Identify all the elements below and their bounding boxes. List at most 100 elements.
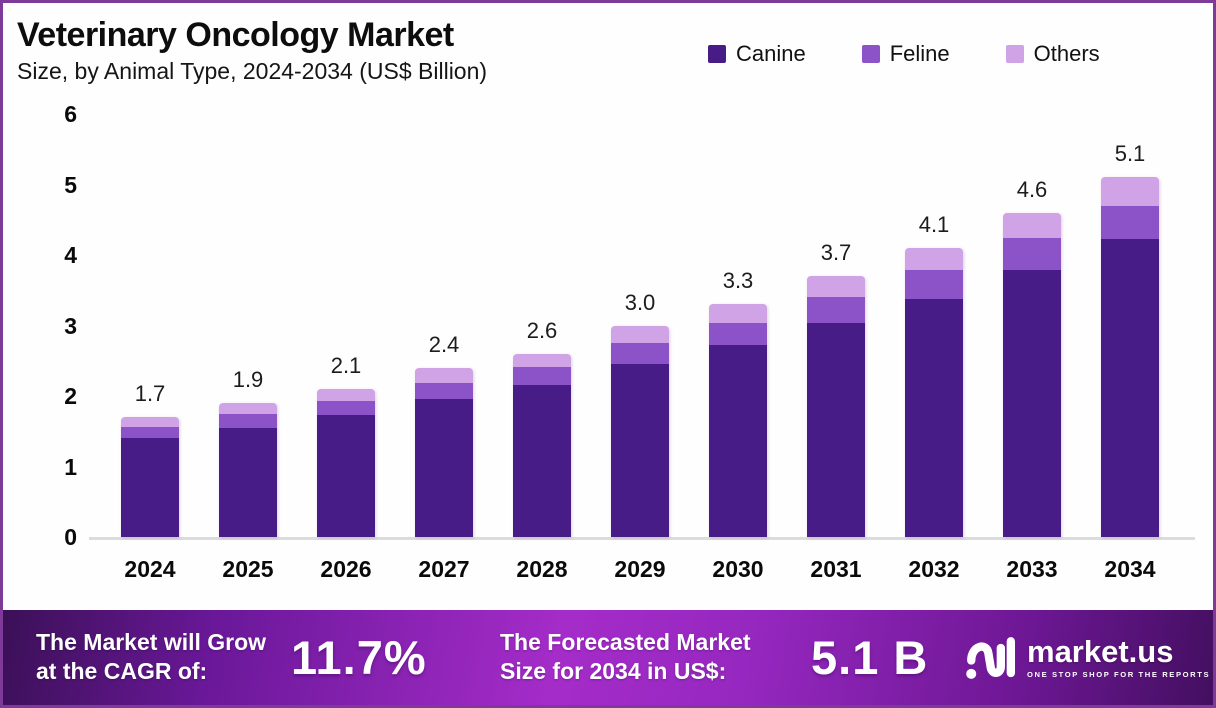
bar-segment-canine-2033 — [1003, 270, 1061, 537]
bar-2033 — [1003, 212, 1061, 537]
chart-legend: Canine Feline Others — [708, 41, 1100, 67]
data-label-2027: 2.4 — [428, 331, 460, 357]
legend-label: Feline — [889, 41, 950, 66]
bar-segment-canine-2031 — [807, 323, 865, 537]
bar-segment-feline-2030 — [709, 323, 767, 346]
legend-swatch-feline — [861, 45, 880, 63]
market-us-logo-icon — [966, 636, 1015, 679]
x-axis-tick-2034: 2034 — [1104, 556, 1156, 582]
bar-2027 — [415, 367, 473, 537]
x-axis-tick-2024: 2024 — [124, 556, 176, 582]
y-axis-tick-6: 6 — [64, 101, 77, 127]
stacked-bar-chart: 0 1 2 3 4 5 6 1.7 2024 1.9 2025 2.1 2026 2.4 2027 2.6 20… — [3, 3, 1213, 705]
x-axis-tick-2028: 2028 — [516, 556, 568, 582]
legend-item-canine: Canine — [708, 41, 806, 67]
data-label-2034: 5.1 — [1114, 141, 1146, 167]
bar-segment-canine-2028 — [513, 385, 571, 537]
legend-swatch-others — [1005, 45, 1024, 63]
page-subtitle: Size, by Animal Type, 2024-2034 (US$ Bil… — [17, 58, 488, 85]
x-axis-tick-2032: 2032 — [908, 556, 960, 582]
bar-segment-canine-2029 — [611, 364, 669, 537]
bar-2028 — [513, 353, 571, 537]
cagr-label-line1: The Market will Grow — [36, 629, 267, 655]
legend-swatch-canine — [708, 45, 726, 63]
bar-2034 — [1101, 177, 1159, 537]
bar-segment-others-2024 — [121, 417, 179, 427]
bar-segment-feline-2031 — [807, 297, 865, 324]
forecast-value: 5.1 B — [811, 631, 929, 684]
data-label-2030: 3.3 — [722, 268, 754, 294]
bar-segment-others-2029 — [611, 325, 669, 344]
bar-segment-others-2033 — [1003, 212, 1061, 239]
brand-logo: market.us ONE STOP SHOP FOR THE REPORTS — [965, 610, 1210, 705]
y-axis-tick-1: 1 — [64, 453, 77, 480]
data-label-2024: 1.7 — [134, 381, 166, 407]
data-label-2029: 3.0 — [624, 289, 656, 315]
legend-label: Others — [1033, 41, 1100, 66]
bar-segment-feline-2027 — [415, 383, 473, 399]
y-axis-tick-0: 0 — [64, 524, 77, 550]
bar-2029 — [611, 325, 669, 538]
bar-2032 — [905, 247, 963, 537]
bar-segment-canine-2030 — [709, 345, 767, 537]
bar-segment-feline-2024 — [121, 427, 179, 439]
x-axis-tick-2027: 2027 — [418, 556, 470, 582]
brand-name: market.us — [1027, 634, 1174, 669]
cagr-label-line2: at the CAGR of: — [36, 658, 208, 684]
y-axis-tick-5: 5 — [64, 171, 77, 198]
bar-segment-others-2025 — [219, 403, 277, 414]
bar-segment-others-2026 — [317, 388, 375, 401]
bar-segment-others-2030 — [709, 304, 767, 324]
bar-segment-feline-2026 — [317, 400, 375, 416]
bar-segment-others-2031 — [807, 276, 865, 298]
bar-2030 — [709, 304, 767, 537]
legend-item-feline: Feline — [861, 41, 950, 67]
bar-segment-feline-2028 — [513, 367, 571, 386]
bar-segment-canine-2026 — [317, 415, 375, 537]
x-axis-tick-2031: 2031 — [810, 556, 862, 582]
bar-segment-feline-2034 — [1101, 205, 1159, 240]
y-axis-tick-3: 3 — [64, 312, 77, 339]
bar-segment-canine-2034 — [1101, 239, 1159, 537]
bar-segment-feline-2033 — [1003, 238, 1061, 271]
data-label-2028: 2.6 — [526, 317, 558, 343]
data-label-2026: 2.1 — [330, 352, 362, 378]
bar-segment-canine-2027 — [415, 398, 473, 537]
bar-segment-feline-2025 — [219, 413, 277, 428]
bar-segment-canine-2025 — [219, 427, 277, 537]
bar-segment-others-2028 — [513, 353, 571, 368]
bar-2024 — [121, 417, 179, 537]
bar-segment-canine-2024 — [121, 438, 179, 537]
footer-banner: The Market will Grow at the CAGR of: 11.… — [3, 610, 1213, 705]
y-axis-tick-2: 2 — [64, 383, 77, 409]
legend-label: Canine — [736, 41, 806, 66]
cagr-label: The Market will Grow at the CAGR of: — [36, 628, 266, 686]
x-axis-tick-2026: 2026 — [320, 556, 372, 582]
forecast-label-line2: Size for 2034 in US$: — [500, 658, 727, 684]
brand-text: market.us ONE STOP SHOP FOR THE REPORTS — [1027, 634, 1211, 680]
page-title: Veterinary Oncology Market — [17, 16, 454, 54]
bar-segment-others-2027 — [415, 367, 473, 384]
bar-segment-feline-2032 — [905, 269, 963, 300]
cagr-value: 11.7% — [291, 631, 427, 684]
bar-segment-others-2032 — [905, 247, 963, 270]
bar-segment-feline-2029 — [611, 343, 669, 365]
x-axis-tick-2025: 2025 — [222, 556, 274, 582]
x-axis-tick-2030: 2030 — [712, 556, 764, 582]
x-axis-tick-2033: 2033 — [1006, 556, 1058, 582]
header: Veterinary Oncology Market Size, by Anim… — [17, 16, 488, 85]
data-label-2033: 4.6 — [1016, 176, 1048, 202]
y-axis-tick-4: 4 — [64, 242, 77, 268]
forecast-label: The Forecasted Market Size for 2034 in U… — [500, 628, 751, 686]
x-axis-tick-2029: 2029 — [614, 556, 666, 582]
data-label-2031: 3.7 — [820, 240, 852, 266]
forecast-label-line1: The Forecasted Market — [500, 629, 751, 655]
bar-2025 — [219, 403, 277, 537]
bar-2026 — [317, 388, 375, 537]
data-label-2025: 1.9 — [232, 367, 264, 393]
bar-2031 — [807, 276, 865, 537]
bar-segment-others-2034 — [1101, 177, 1159, 206]
brand-tagline: ONE STOP SHOP FOR THE REPORTS — [1027, 670, 1211, 679]
x-axis-line — [89, 537, 1195, 540]
